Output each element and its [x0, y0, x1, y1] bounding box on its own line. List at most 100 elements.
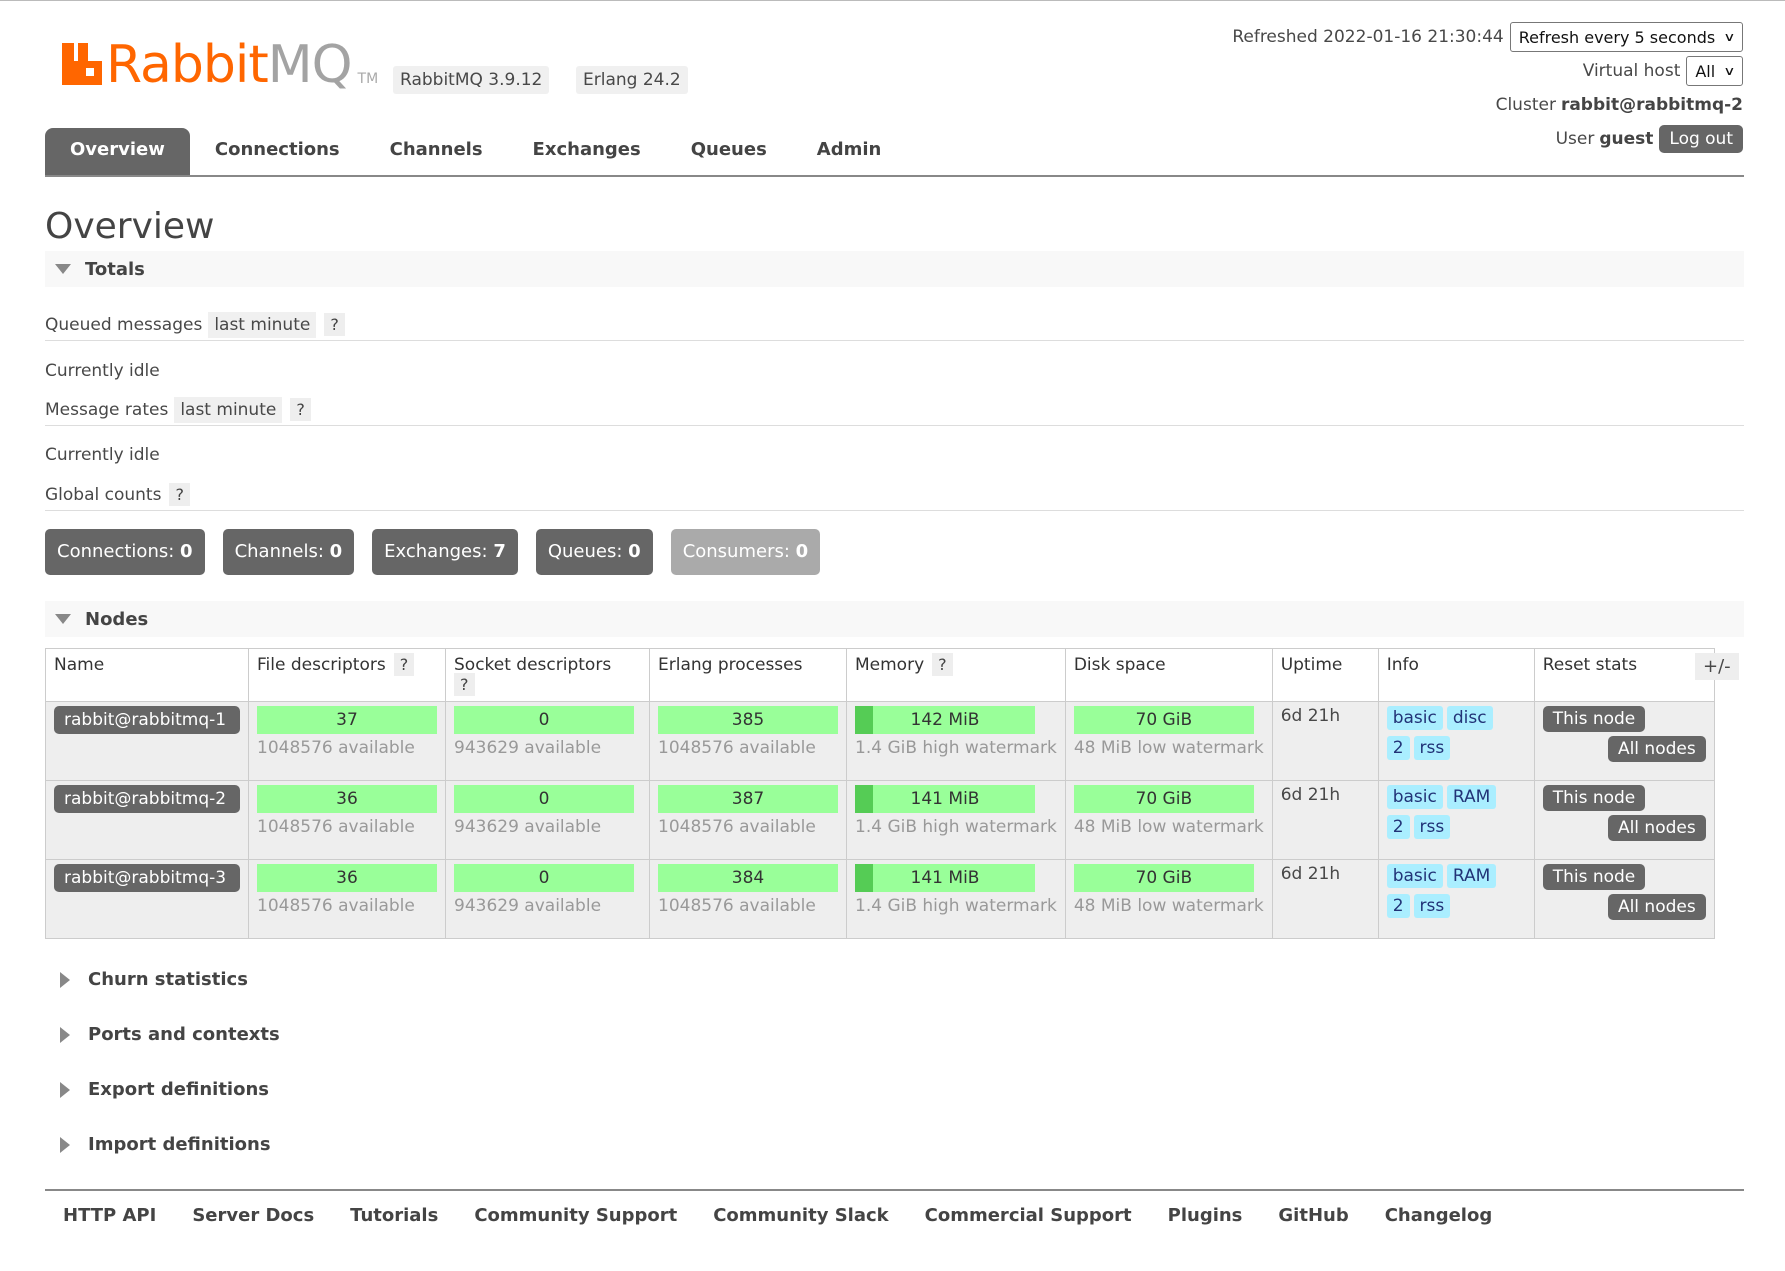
tab-exchanges[interactable]: Exchanges	[532, 139, 641, 160]
disk-bar: 70 GiB	[1073, 785, 1254, 813]
refresh-interval-select[interactable]: Refresh every 5 seconds ∨	[1509, 22, 1743, 52]
sd-available: 943629 available	[454, 817, 602, 837]
reset-all-nodes-button[interactable]: All nodes	[1607, 894, 1706, 920]
table-row: rabbit@rabbitmq-3 36 1048576 available 0 9…	[45, 859, 1715, 939]
nodes-section-toggle[interactable]: Nodes	[45, 601, 1744, 637]
disk-bar: 70 GiB	[1073, 706, 1254, 734]
exchanges-count-button[interactable]: Exchanges: 7	[372, 529, 518, 575]
rates-idle-text: Currently idle	[45, 445, 160, 465]
tab-overview[interactable]: Overview	[45, 128, 190, 175]
footer-link-changelog[interactable]: Changelog	[1384, 1205, 1493, 1226]
export-definitions-toggle[interactable]: Export definitions	[60, 1079, 269, 1100]
footer-link-tutorials[interactable]: Tutorials	[350, 1205, 439, 1226]
page-title: Overview	[45, 206, 215, 247]
col-reset-stats: Reset stats	[1533, 648, 1715, 702]
user-name: guest	[1599, 129, 1654, 149]
tab-admin[interactable]: Admin	[816, 139, 882, 160]
footer-link-commercial-support[interactable]: Commercial Support	[924, 1205, 1132, 1226]
col-disk-space: Disk space	[1064, 648, 1273, 702]
cluster-name: rabbit@rabbitmq-2	[1560, 95, 1743, 115]
message-rates-row: Message rates last minute ?	[45, 394, 1744, 426]
import-definitions-toggle[interactable]: Import definitions	[60, 1134, 271, 1155]
help-button[interactable]: ?	[324, 313, 345, 336]
footer-link-plugins[interactable]: Plugins	[1167, 1205, 1243, 1226]
message-rates-label: Message rates	[45, 399, 169, 420]
nodes-title: Nodes	[85, 608, 149, 630]
expand-arrow-icon	[60, 971, 70, 988]
col-uptime: Uptime	[1271, 648, 1379, 702]
help-button[interactable]: ?	[169, 483, 190, 506]
fd-available: 1048576 available	[257, 817, 415, 837]
channels-count-button[interactable]: Channels: 0	[222, 529, 355, 575]
col-memory: Memory?	[846, 648, 1066, 702]
sd-available: 943629 available	[454, 896, 602, 916]
vhost-select[interactable]: All ∨	[1686, 56, 1743, 86]
info-tag: disc	[1446, 706, 1493, 730]
churn-statistics-toggle[interactable]: Churn statistics	[60, 969, 248, 990]
chevron-down-icon: ∨	[1723, 64, 1736, 78]
column-toggle-button[interactable]: +/-	[1695, 653, 1739, 680]
info-tag: rss	[1413, 815, 1451, 839]
totals-title: Totals	[85, 258, 145, 280]
sd-bar: 0	[454, 864, 634, 892]
help-button[interactable]: ?	[454, 673, 475, 696]
footer-link-community-support[interactable]: Community Support	[474, 1205, 678, 1226]
help-button[interactable]: ?	[393, 653, 415, 676]
node-link[interactable]: rabbit@rabbitmq-3	[54, 864, 240, 892]
reset-cell: This node All nodes	[1533, 859, 1715, 939]
footer-link-http-api[interactable]: HTTP API	[63, 1205, 157, 1226]
reset-cell: This node All nodes	[1533, 780, 1715, 860]
uptime-cell: 6d 21h	[1271, 701, 1379, 781]
ep-bar: 387	[658, 785, 838, 813]
rates-range-selector[interactable]: last minute	[174, 396, 283, 423]
reset-all-nodes-button[interactable]: All nodes	[1607, 815, 1706, 841]
totals-section-toggle[interactable]: Totals	[45, 251, 1744, 287]
queues-count-button[interactable]: Queues: 0	[535, 529, 653, 575]
rabbitmq-logo[interactable]: RabbitMQ TM	[62, 39, 378, 91]
tab-queues[interactable]: Queues	[690, 139, 767, 160]
info-cell: basic RAM 2 rss	[1377, 859, 1535, 939]
logo-wordmark: RabbitMQ	[106, 35, 353, 95]
expand-arrow-icon	[60, 1026, 70, 1043]
footer-link-server-docs[interactable]: Server Docs	[192, 1205, 315, 1226]
queued-range-selector[interactable]: last minute	[208, 311, 317, 338]
info-tag: rss	[1413, 736, 1451, 760]
info-cell: basic RAM 2 rss	[1377, 780, 1535, 860]
uptime-cell: 6d 21h	[1271, 859, 1379, 939]
node-link[interactable]: rabbit@rabbitmq-1	[54, 706, 240, 734]
tab-channels[interactable]: Channels	[389, 139, 483, 160]
queued-messages-label: Queued messages	[45, 314, 203, 335]
memory-watermark: 1.4 GiB high watermark	[855, 896, 1057, 916]
logout-button[interactable]: Log out	[1659, 125, 1743, 153]
fd-bar: 37	[257, 706, 437, 734]
reset-this-node-button[interactable]: This node	[1542, 864, 1646, 890]
footer-links: HTTP API Server Docs Tutorials Community…	[45, 1189, 1744, 1226]
help-button[interactable]: ?	[290, 398, 311, 421]
info-tag: basic	[1386, 706, 1443, 730]
reset-this-node-button[interactable]: This node	[1542, 785, 1646, 811]
chevron-down-icon: ∨	[1723, 30, 1736, 44]
tab-connections[interactable]: Connections	[214, 139, 340, 160]
reset-all-nodes-button[interactable]: All nodes	[1607, 736, 1706, 762]
connections-count-button[interactable]: Connections: 0	[45, 529, 205, 575]
fd-available: 1048576 available	[257, 896, 415, 916]
nodes-table: Name File descriptors? Socket descriptor…	[45, 648, 1715, 939]
col-info: Info	[1377, 648, 1535, 702]
collapse-arrow-icon	[55, 264, 71, 274]
footer-link-community-slack[interactable]: Community Slack	[713, 1205, 889, 1226]
footer-link-github[interactable]: GitHub	[1278, 1205, 1349, 1226]
fd-available: 1048576 available	[257, 738, 415, 758]
node-link[interactable]: rabbit@rabbitmq-2	[54, 785, 240, 813]
reset-this-node-button[interactable]: This node	[1542, 706, 1646, 732]
col-file-descriptors: File descriptors?	[248, 648, 446, 702]
col-socket-descriptors: Socket descriptors?	[445, 648, 650, 702]
disk-watermark: 48 MiB low watermark	[1073, 896, 1264, 916]
cluster-label: Cluster	[1495, 95, 1556, 115]
queued-idle-text: Currently idle	[45, 361, 160, 381]
disk-bar: 70 GiB	[1073, 864, 1254, 892]
ports-contexts-toggle[interactable]: Ports and contexts	[60, 1024, 280, 1045]
memory-watermark: 1.4 GiB high watermark	[855, 817, 1057, 837]
help-button[interactable]: ?	[932, 653, 953, 676]
rabbitmq-logo-icon	[62, 43, 102, 85]
expand-arrow-icon	[60, 1136, 70, 1153]
